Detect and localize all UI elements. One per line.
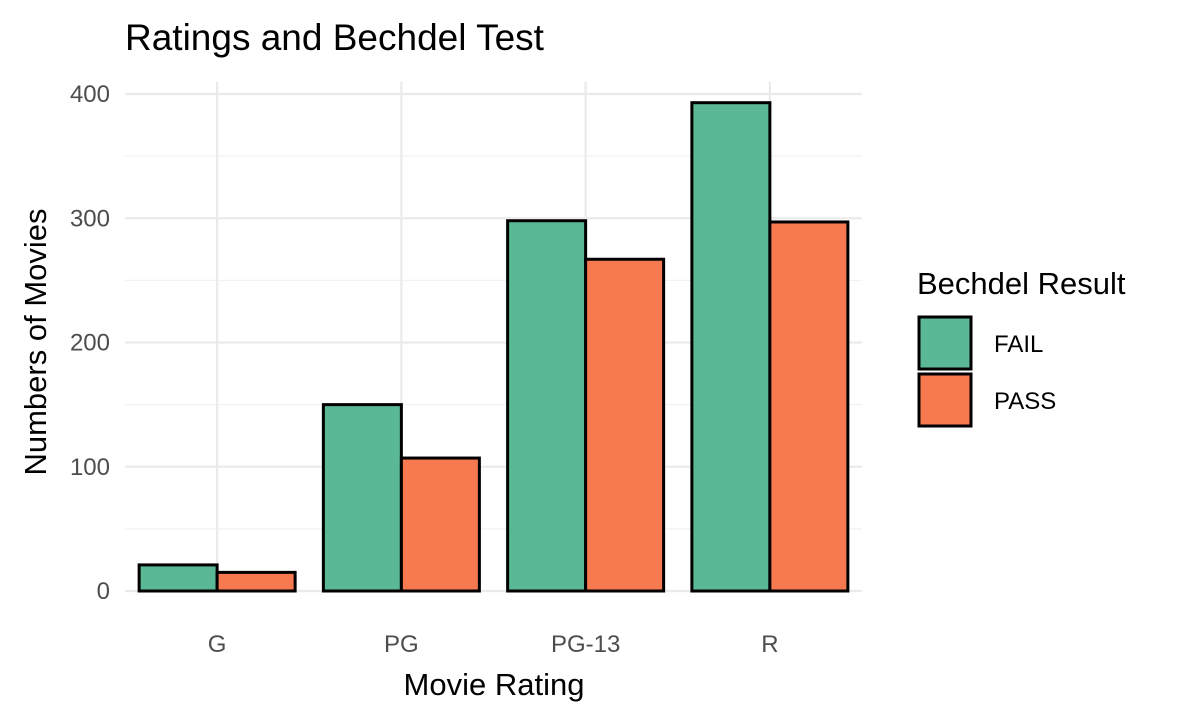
y-axis-title: Numbers of Movies [18, 208, 53, 475]
x-axis-title: Movie Rating [404, 667, 585, 702]
legend-key-pass [917, 372, 973, 428]
x-tick-label: R [761, 631, 778, 658]
legend: Bechdel Result FAIL PASS [917, 266, 1126, 428]
y-tick-label: 100 [70, 454, 110, 481]
legend-label-fail: FAIL [994, 331, 1043, 358]
x-tick-label: PG [384, 631, 419, 658]
chart-title: Ratings and Bechdel Test [125, 17, 545, 58]
bar-fail-pg [321, 403, 403, 593]
bar-pass-g [215, 570, 297, 593]
bar-pass-r [768, 220, 850, 593]
y-axis-ticks: 0 100 200 300 400 [70, 81, 110, 605]
bar-pass-pg [399, 456, 481, 593]
x-tick-label: G [208, 631, 227, 658]
x-tick-label: PG-13 [551, 631, 620, 658]
legend-label-pass: PASS [994, 388, 1056, 415]
bar-fail-pg-13 [506, 219, 588, 593]
y-tick-label: 0 [97, 578, 110, 605]
legend-key-fail [917, 315, 973, 371]
x-axis-ticks: G PG PG-13 R [208, 631, 779, 658]
bar-fail-g [137, 563, 219, 593]
y-tick-label: 400 [70, 81, 110, 108]
bars [137, 101, 850, 593]
bar-pass-pg-13 [584, 257, 666, 593]
bar-fail-r [690, 101, 772, 593]
y-tick-label: 300 [70, 205, 110, 232]
y-tick-label: 200 [70, 330, 110, 357]
legend-title: Bechdel Result [917, 266, 1126, 301]
